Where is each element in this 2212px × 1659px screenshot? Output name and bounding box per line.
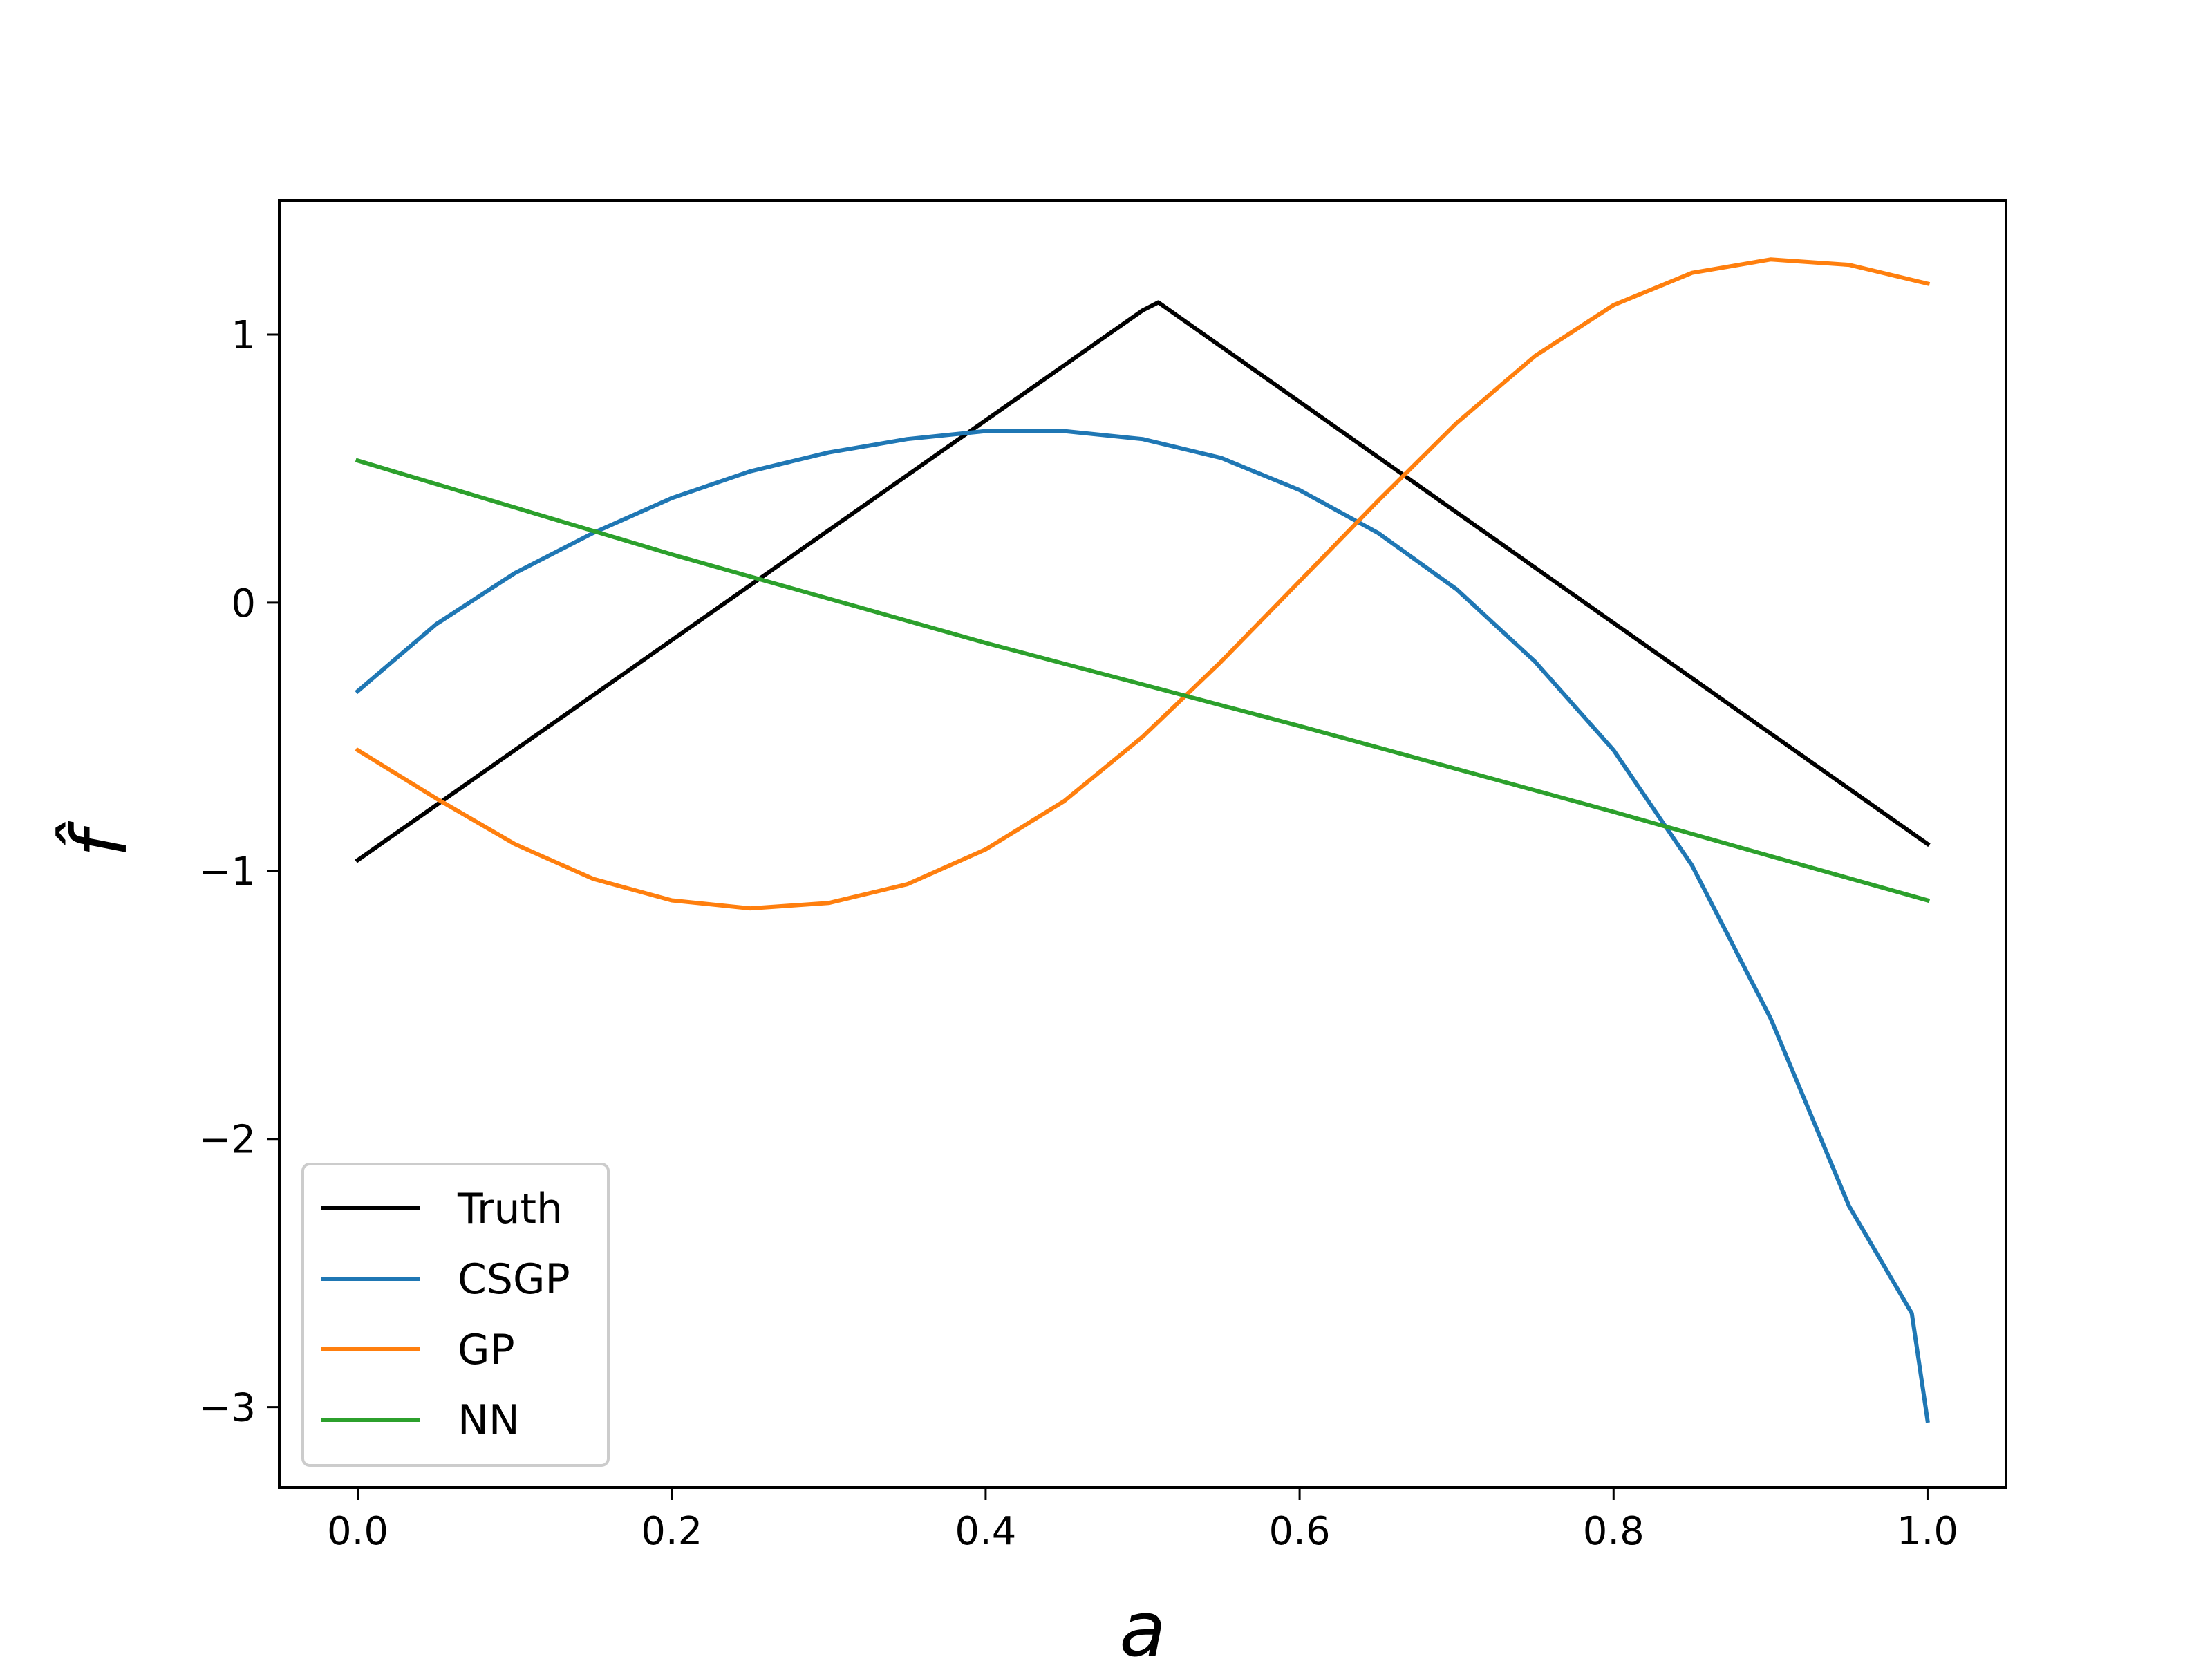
x-tick-label: 0.8 — [1583, 1509, 1644, 1554]
legend-box — [301, 1163, 610, 1467]
legend-label-nn: NN — [458, 1396, 520, 1445]
legend: Truth CSGP GP NN — [301, 1163, 610, 1467]
x-tick-label: 1.0 — [1897, 1509, 1958, 1554]
series-line-nn — [355, 458, 1931, 903]
legend-label-truth: Truth — [457, 1185, 563, 1233]
series-line-csgp — [355, 429, 1930, 1423]
x-axis: 0.0 0.2 0.4 0.6 0.8 1.0 — [327, 1488, 1958, 1554]
x-axis-label: a — [1119, 1585, 1165, 1659]
series-line-truth — [355, 300, 1931, 863]
y-tick-label: −2 — [198, 1118, 256, 1163]
legend-label-gp: GP — [458, 1326, 515, 1374]
plot-frame — [278, 199, 2007, 1489]
y-tick-label: −1 — [198, 850, 256, 894]
legend-label-csgp: CSGP — [458, 1255, 570, 1304]
plot-lines — [355, 257, 1931, 1423]
y-tick-label: 1 — [231, 313, 256, 358]
y-axis: −3 −2 −1 0 1 — [198, 313, 279, 1431]
y-tick-label: −3 — [198, 1386, 256, 1431]
series-line-gp — [355, 257, 1931, 911]
x-tick-label: 0.0 — [327, 1509, 388, 1554]
x-tick-label: 0.2 — [641, 1509, 702, 1554]
y-axis-label: f̂ — [55, 821, 144, 857]
y-tick-label: 0 — [231, 581, 256, 626]
x-tick-label: 0.6 — [1269, 1509, 1331, 1554]
x-tick-label: 0.4 — [955, 1509, 1016, 1554]
